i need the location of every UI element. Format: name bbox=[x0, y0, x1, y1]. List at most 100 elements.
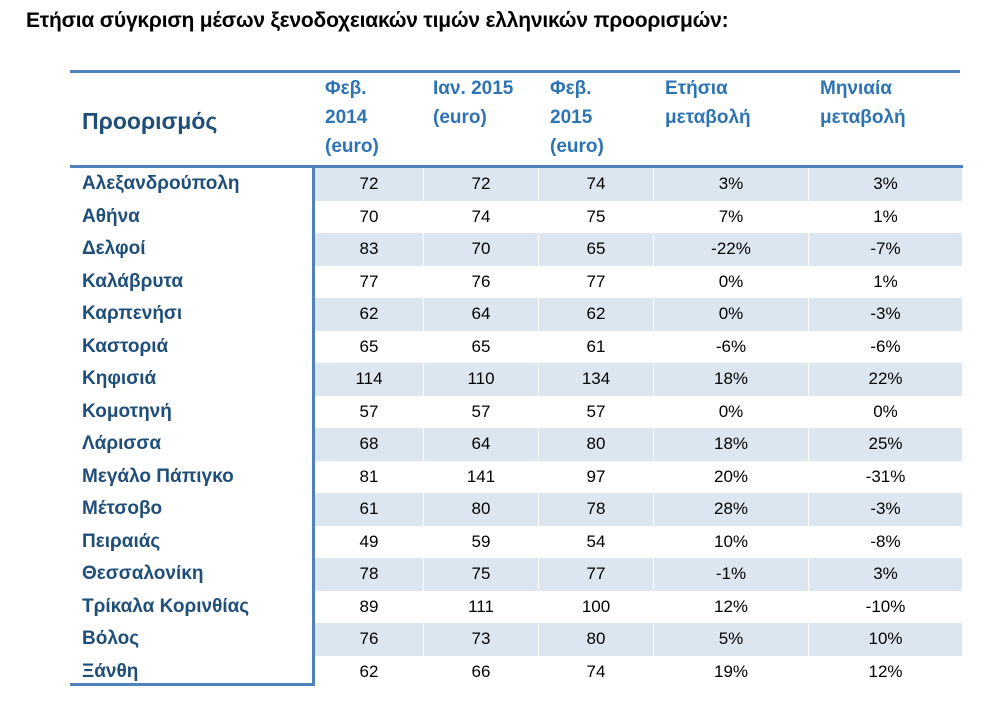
cell-annual-change: -22% bbox=[654, 233, 809, 266]
destination-name: Θεσσαλονίκη bbox=[82, 563, 204, 584]
cell-jan-2015: 64 bbox=[424, 428, 539, 461]
cell-jan-2015: 70 bbox=[424, 233, 539, 266]
price-comparison-table: Προορισμός Φεβ. 2014 (euro) Ιαν. 2015 (e… bbox=[70, 70, 963, 688]
header-feb-2015-line3: (euro) bbox=[550, 136, 604, 157]
cell-monthly-change: 12% bbox=[809, 655, 963, 688]
header-destination: Προορισμός bbox=[82, 108, 218, 134]
header-jan-2015-line2: (euro) bbox=[433, 107, 487, 128]
cell-feb-2015: 78 bbox=[539, 493, 654, 526]
cell-feb-2015: 65 bbox=[539, 233, 654, 266]
table-row: Λάρισσα 68 64 80 18% 25% bbox=[70, 428, 963, 461]
header-jan-2015-line1: Ιαν. 2015 bbox=[433, 78, 514, 99]
header-feb-2014: Φεβ. 2014 (euro) bbox=[325, 74, 379, 161]
cell-monthly-change: 1% bbox=[809, 265, 963, 298]
cell-feb-2014: 57 bbox=[315, 395, 424, 428]
cell-feb-2014: 65 bbox=[315, 330, 424, 363]
cell-feb-2015: 100 bbox=[539, 590, 654, 623]
destination-name: Ξάνθη bbox=[82, 660, 139, 682]
destination-name: Καρπενήσι bbox=[82, 303, 183, 324]
cell-jan-2015: 59 bbox=[424, 525, 539, 558]
table-row: Θεσσαλονίκη 78 75 77 -1% 3% bbox=[70, 558, 963, 591]
cell-feb-2015: 74 bbox=[539, 655, 654, 688]
cell-annual-change: 10% bbox=[654, 525, 809, 558]
cell-jan-2015: 80 bbox=[424, 493, 539, 526]
destination-name: Λάρισσα bbox=[82, 433, 162, 454]
table-row: Μεγάλο Πάπιγκο 81 141 97 20% -31% bbox=[70, 460, 963, 493]
cell-monthly-change: 0% bbox=[809, 395, 963, 428]
table-row: Καρπενήσι 62 64 62 0% -3% bbox=[70, 298, 963, 331]
destination-name: Βόλος bbox=[82, 628, 140, 649]
cell-monthly-change: -3% bbox=[809, 298, 963, 331]
header-monthly-line2: μεταβολή bbox=[820, 107, 906, 128]
header-annual-line2: μεταβολή bbox=[665, 107, 751, 128]
destination-name: Κομοτηνή bbox=[82, 400, 172, 422]
cell-annual-change: 20% bbox=[654, 460, 809, 493]
header-feb-2015: Φεβ. 2015 (euro) bbox=[550, 74, 604, 161]
cell-feb-2015: 77 bbox=[539, 558, 654, 591]
cell-jan-2015: 73 bbox=[424, 623, 539, 656]
destination-name: Αθήνα bbox=[82, 205, 140, 227]
cell-jan-2015: 141 bbox=[424, 460, 539, 493]
cell-annual-change: 28% bbox=[654, 493, 809, 526]
destination-name: Δελφοί bbox=[82, 238, 146, 259]
cell-monthly-change: 22% bbox=[809, 363, 963, 396]
cell-feb-2014: 114 bbox=[315, 363, 424, 396]
cell-feb-2014: 49 bbox=[315, 525, 424, 558]
cell-feb-2014: 72 bbox=[315, 168, 424, 201]
cell-annual-change: 0% bbox=[654, 298, 809, 331]
cell-feb-2014: 70 bbox=[315, 200, 424, 233]
cell-monthly-change: 25% bbox=[809, 428, 963, 461]
cell-annual-change: 0% bbox=[654, 395, 809, 428]
cell-monthly-change: -3% bbox=[809, 493, 963, 526]
cell-annual-change: 7% bbox=[654, 200, 809, 233]
table-row: Κηφισιά 114 110 134 18% 22% bbox=[70, 363, 963, 396]
cell-feb-2014: 81 bbox=[315, 460, 424, 493]
destination-column-rule bbox=[312, 166, 315, 686]
cell-monthly-change: -6% bbox=[809, 330, 963, 363]
cell-annual-change: 5% bbox=[654, 623, 809, 656]
destination-name: Αλεξανδρούπολη bbox=[82, 173, 240, 194]
cell-feb-2014: 61 bbox=[315, 493, 424, 526]
cell-feb-2015: 75 bbox=[539, 200, 654, 233]
cell-jan-2015: 64 bbox=[424, 298, 539, 331]
header-monthly-change: Μηνιαία μεταβολή bbox=[820, 74, 906, 132]
cell-feb-2015: 74 bbox=[539, 168, 654, 201]
destination-name: Μέτσοβο bbox=[82, 498, 163, 519]
cell-feb-2015: 61 bbox=[539, 330, 654, 363]
table-row: Καλάβρυτα 77 76 77 0% 1% bbox=[70, 265, 963, 298]
destination-name: Πειραιάς bbox=[82, 530, 161, 552]
cell-feb-2014: 89 bbox=[315, 590, 424, 623]
destination-name: Κηφισιά bbox=[82, 368, 157, 389]
cell-monthly-change: -10% bbox=[809, 590, 963, 623]
cell-monthly-change: 1% bbox=[809, 200, 963, 233]
cell-annual-change: 3% bbox=[654, 168, 809, 201]
table-row: Ξάνθη 62 66 74 19% 12% bbox=[70, 655, 963, 688]
header-feb-2014-line1: Φεβ. bbox=[325, 78, 367, 99]
cell-jan-2015: 110 bbox=[424, 363, 539, 396]
cell-feb-2015: 77 bbox=[539, 265, 654, 298]
cell-annual-change: 12% bbox=[654, 590, 809, 623]
cell-feb-2014: 77 bbox=[315, 265, 424, 298]
cell-feb-2015: 134 bbox=[539, 363, 654, 396]
cell-feb-2015: 80 bbox=[539, 428, 654, 461]
table-row: Πειραιάς 49 59 54 10% -8% bbox=[70, 525, 963, 558]
header-monthly-line1: Μηνιαία bbox=[820, 78, 892, 99]
table-top-rule bbox=[70, 70, 960, 73]
destination-name: Καστοριά bbox=[82, 335, 169, 357]
header-jan-2015: Ιαν. 2015 (euro) bbox=[433, 74, 513, 132]
cell-monthly-change: 3% bbox=[809, 168, 963, 201]
cell-jan-2015: 66 bbox=[424, 655, 539, 688]
cell-jan-2015: 76 bbox=[424, 265, 539, 298]
page-title: Ετήσια σύγκριση μέσων ξενοδοχειακών τιμώ… bbox=[26, 9, 729, 32]
table-row: Μέτσοβο 61 80 78 28% -3% bbox=[70, 493, 963, 526]
cell-feb-2014: 83 bbox=[315, 233, 424, 266]
cell-feb-2014: 76 bbox=[315, 623, 424, 656]
cell-annual-change: -1% bbox=[654, 558, 809, 591]
cell-feb-2015: 57 bbox=[539, 395, 654, 428]
cell-monthly-change: 10% bbox=[809, 623, 963, 656]
cell-jan-2015: 57 bbox=[424, 395, 539, 428]
destination-bottom-rule bbox=[70, 683, 315, 686]
header-feb-2015-line2: 2015 bbox=[550, 107, 593, 128]
cell-feb-2015: 80 bbox=[539, 623, 654, 656]
table-row: Αθήνα 70 74 75 7% 1% bbox=[70, 200, 963, 233]
